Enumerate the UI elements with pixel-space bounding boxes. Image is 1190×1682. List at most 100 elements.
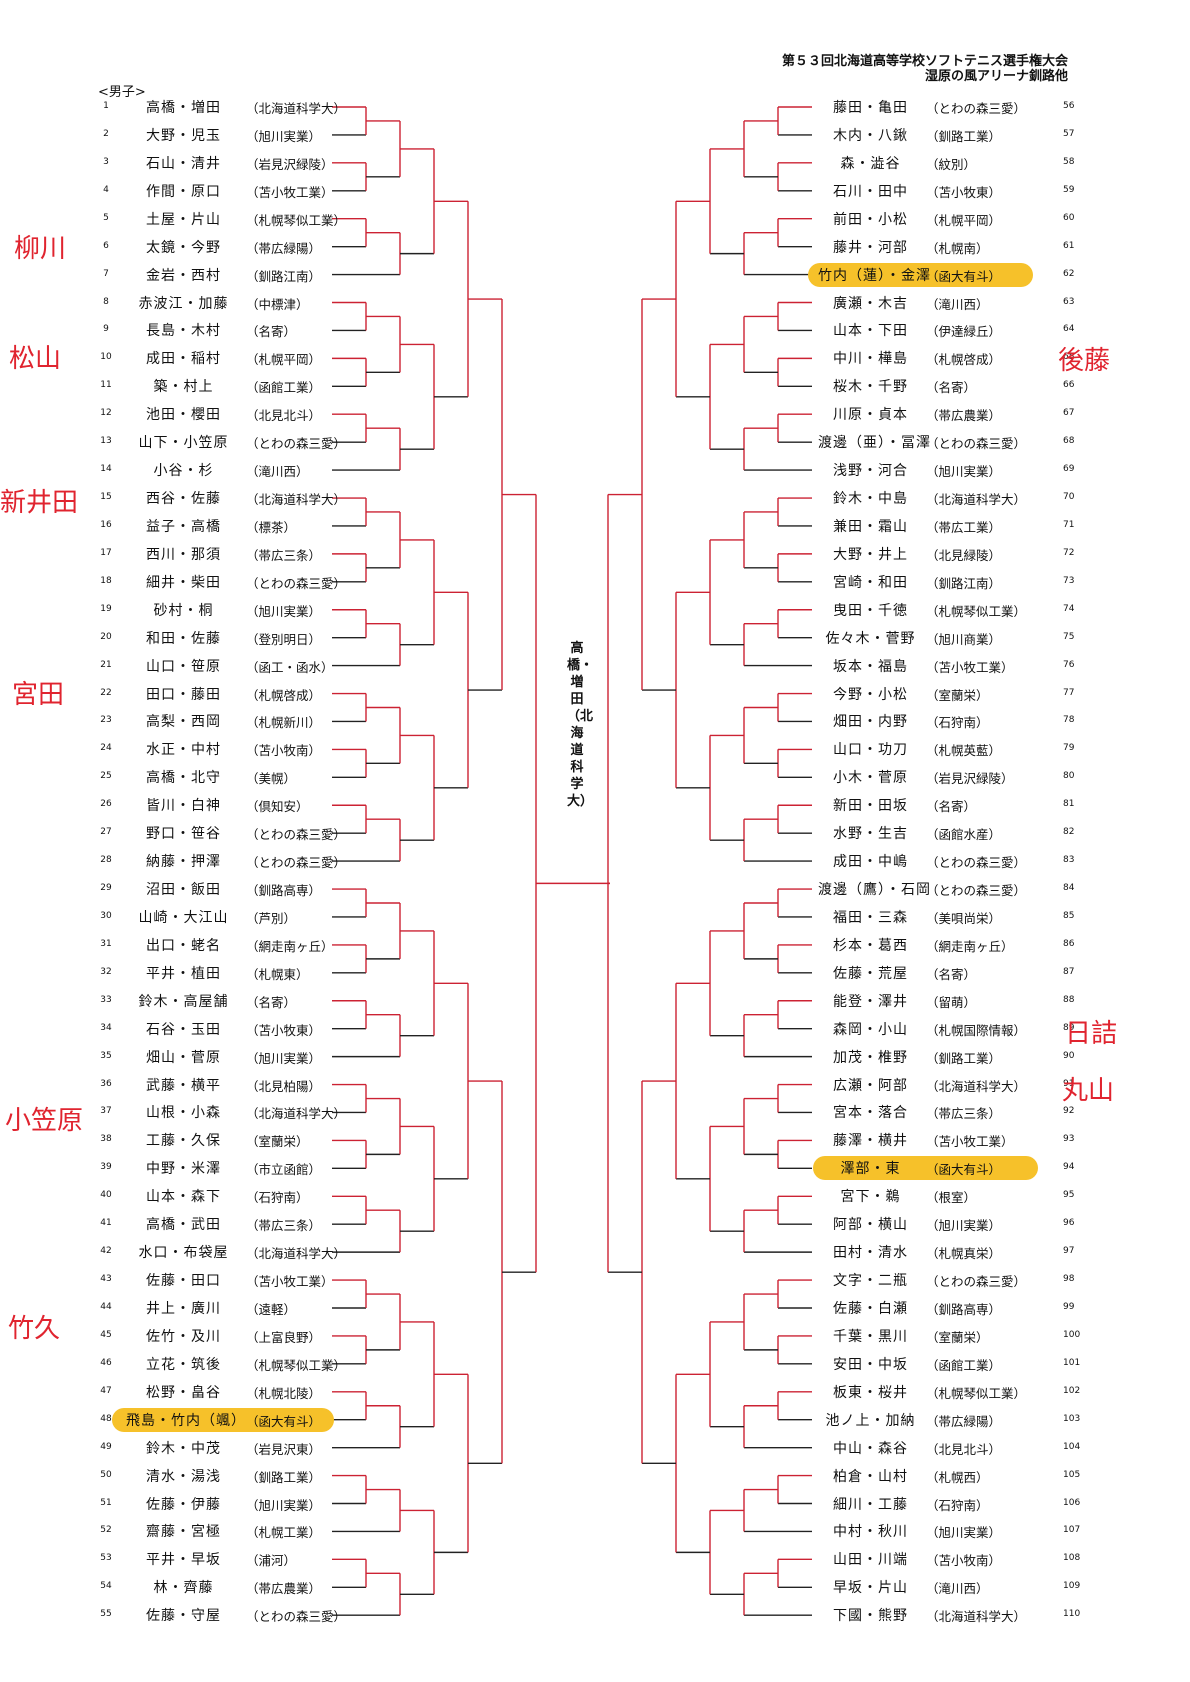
entry-number: 94 xyxy=(1063,1162,1075,1173)
entry-number: 20 xyxy=(100,631,112,642)
entry-number: 97 xyxy=(1063,1246,1075,1257)
entry-names: 山口・功刀 xyxy=(833,742,908,759)
entry-number: 59 xyxy=(1063,184,1075,195)
entry-number: 88 xyxy=(1063,994,1075,1005)
entry-school: （旭川実業） xyxy=(246,603,322,619)
bracket-entry: 6 太鏡・今野 （帯広緑陽） xyxy=(96,237,436,257)
entry-school: （北見北斗） xyxy=(246,408,322,424)
entry-school: （札幌琴似工業） xyxy=(246,212,347,228)
entry-number: 96 xyxy=(1063,1218,1075,1229)
entry-names: 能登・澤井 xyxy=(833,993,908,1010)
bracket-entry: 2 大野・児玉 （旭川実業） xyxy=(96,125,436,145)
bracket-entry: 69 浅野・河合 （旭川実業） xyxy=(818,460,1093,480)
bracket-entry: 34 石谷・玉田 （苫小牧東） xyxy=(96,1019,436,1039)
entry-number: 75 xyxy=(1063,631,1075,642)
entry-number: 52 xyxy=(100,1525,112,1536)
entry-names: 廣瀬・木吉 xyxy=(833,295,908,312)
bracket-entry: 82 水野・生吉 （函館水産） xyxy=(818,823,1093,843)
bracket-entry: 51 佐藤・伊藤 （旭川実業） xyxy=(96,1494,436,1514)
entry-school: （岩見沢緑陵） xyxy=(926,771,1014,787)
entry-names: 浅野・河合 xyxy=(833,463,908,480)
entry-names: 清水・湯浅 xyxy=(146,1468,221,1485)
entry-names: 中野・米澤 xyxy=(146,1161,221,1178)
bracket-entry: 106 細川・工藤 （石狩南） xyxy=(818,1494,1093,1514)
entry-number: 30 xyxy=(100,910,112,921)
bracket-entry: 31 出口・蛯名 （網走南ヶ丘） xyxy=(96,935,436,955)
entry-school: （札幌啓成） xyxy=(926,352,1002,368)
entry-names: 今野・小松 xyxy=(833,686,908,703)
entry-school: （苫小牧南） xyxy=(926,1553,1002,1569)
entry-number: 49 xyxy=(100,1441,112,1452)
entry-school: （上富良野） xyxy=(246,1329,322,1345)
highlight-marker xyxy=(813,1156,1038,1181)
bracket-entry: 84 渡邊（鷹）・石岡 （とわの森三愛） xyxy=(818,879,1093,899)
entry-number: 29 xyxy=(100,883,112,894)
bracket-entry: 71 兼田・霜山 （帯広工業） xyxy=(818,516,1093,536)
entry-names: 赤波江・加藤 xyxy=(138,295,229,312)
entry-school: （名寄） xyxy=(926,380,977,396)
entry-school: （北海道科学大） xyxy=(246,1106,347,1122)
bracket-entry: 110 下國・熊野 （北海道科学大） xyxy=(818,1605,1093,1625)
entry-school: （帯広農業） xyxy=(246,1581,322,1597)
entry-school: （帯広緑陽） xyxy=(926,1413,1002,1429)
entry-names: 藤澤・横井 xyxy=(833,1133,908,1150)
bracket-entry: 100 千葉・黒川 （室蘭栄） xyxy=(818,1326,1093,1346)
entry-number: 82 xyxy=(1063,827,1075,838)
entry-school: （札幌真栄） xyxy=(926,1246,1002,1262)
entry-names: 渡邊（鷹）・石岡 xyxy=(818,882,931,899)
entry-school: （旭川実業） xyxy=(246,1050,322,1066)
entry-names: 山口・笹原 xyxy=(146,658,221,675)
entry-school: （苫小牧工業） xyxy=(246,184,334,200)
bracket-entry: 29 沼田・飯田 （釧路高専） xyxy=(96,879,436,899)
entry-names: 長島・木村 xyxy=(146,323,221,340)
entry-school: （帯広緑陽） xyxy=(246,240,322,256)
entry-school: （北海道科学大） xyxy=(926,1609,1027,1625)
entry-school: （釧路工業） xyxy=(246,1469,322,1485)
champion-label: 高橋・増田（北海道科学大） xyxy=(567,641,594,809)
bracket-entry: 1 高橋・増田 （北海道科学大） xyxy=(96,97,436,117)
bracket-entry: 4 作間・原口 （苫小牧工業） xyxy=(96,181,436,201)
entry-school: （とわの森三愛） xyxy=(246,436,347,452)
entry-number: 79 xyxy=(1063,743,1075,754)
entry-number: 106 xyxy=(1063,1497,1081,1508)
entry-number: 8 xyxy=(103,296,109,307)
entry-number: 34 xyxy=(100,1022,112,1033)
entry-school: （とわの森三愛） xyxy=(246,1609,347,1625)
entry-names: 佐藤・守屋 xyxy=(146,1608,221,1625)
entry-school: （美幌） xyxy=(246,771,297,787)
bracket-entry: 16 益子・高橋 （標茶） xyxy=(96,516,436,536)
entry-number: 87 xyxy=(1063,966,1075,977)
entry-number: 63 xyxy=(1063,296,1075,307)
bracket-entry: 14 小谷・杉 （滝川西） xyxy=(96,460,436,480)
entry-names: 作間・原口 xyxy=(146,183,221,200)
entry-number: 62 xyxy=(1063,268,1075,279)
entry-school: （滝川西） xyxy=(246,464,309,480)
bracket-entry: 30 山崎・大江山 （芦別） xyxy=(96,907,436,927)
entry-names: 森・澁谷 xyxy=(840,155,901,172)
handwritten-note: 小笠原 xyxy=(5,1106,84,1136)
entry-number: 37 xyxy=(100,1106,112,1117)
entry-school: （石狩南） xyxy=(246,1190,309,1206)
entry-names: 高橋・増田 xyxy=(146,100,221,116)
bracket-entry: 59 石川・田中 （苫小牧東） xyxy=(818,181,1093,201)
highlight-marker xyxy=(112,1407,334,1432)
entry-number: 110 xyxy=(1063,1609,1081,1620)
bracket-entry: 99 佐藤・白瀬 （釧路高専） xyxy=(818,1298,1093,1318)
entry-school: （室蘭栄） xyxy=(926,687,989,703)
entry-number: 26 xyxy=(100,799,112,810)
entry-number: 4 xyxy=(103,184,109,195)
bracket-entry: 95 宮下・鵜 （根室） xyxy=(818,1186,1093,1206)
entry-school: （旭川実業） xyxy=(246,128,322,144)
bracket-entry: 62 竹内（蓮）・金澤 （函大有斗） xyxy=(818,265,1093,285)
entry-number: 28 xyxy=(100,855,112,866)
entry-school: （名寄） xyxy=(246,324,297,340)
bracket-entry: 64 山本・下田 （伊達緑丘） xyxy=(818,320,1093,340)
entry-number: 11 xyxy=(100,380,112,391)
entry-number: 76 xyxy=(1063,659,1075,670)
handwritten-note: 丸山 xyxy=(1062,1076,1115,1106)
bracket-entry: 22 田口・藤田 （札幌啓成） xyxy=(96,684,436,704)
entry-school: （札幌英藍） xyxy=(926,743,1002,759)
entry-school: （札幌平岡） xyxy=(926,212,1002,228)
entry-names: 山田・川端 xyxy=(833,1552,908,1569)
entry-school: （札幌東） xyxy=(246,966,309,982)
